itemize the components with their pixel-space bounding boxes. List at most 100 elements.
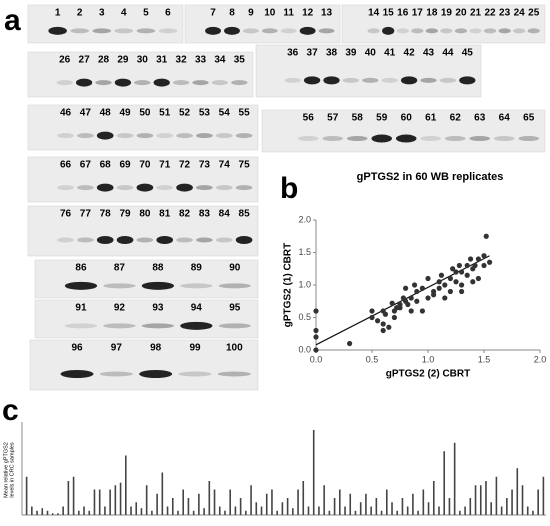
scatter-point (442, 282, 448, 288)
bar (328, 510, 331, 515)
scatter-point (456, 262, 462, 269)
blot-band (218, 323, 251, 329)
bar (83, 506, 85, 515)
blot-band (371, 134, 393, 143)
bar (104, 506, 106, 515)
scatter-point (459, 282, 465, 288)
lane-label: 66 (60, 160, 72, 171)
lane-label: 3 (99, 8, 105, 19)
bar (354, 510, 357, 515)
y-axis-label: levels in CRC samples (9, 442, 15, 498)
blot-band (323, 76, 340, 85)
lane-label: 6 (165, 8, 171, 19)
bar (485, 481, 487, 515)
bar (224, 510, 226, 515)
lane-label: 14 (368, 8, 380, 19)
bar (427, 502, 430, 515)
lane-label: 18 (426, 8, 438, 19)
blot-band (153, 78, 170, 87)
bar (78, 510, 80, 515)
blot-band (64, 281, 98, 290)
lane-label: 20 (455, 8, 467, 19)
lane-label: 72 (179, 160, 191, 171)
lane-label: 48 (100, 108, 112, 119)
bar (271, 489, 273, 515)
bar (72, 476, 75, 515)
lane-label: 21 (470, 8, 482, 19)
blot-band (180, 321, 213, 330)
bar (333, 498, 336, 515)
bar (213, 489, 216, 515)
blot-band (156, 236, 174, 244)
y-tick-label: 1.0 (298, 279, 311, 289)
panel-label: c (2, 394, 19, 427)
blot-strip (27, 4, 184, 44)
bar (93, 489, 96, 515)
bar (98, 489, 101, 515)
blot-band (77, 185, 94, 191)
scatter-point (414, 288, 420, 295)
scatter-point (405, 301, 411, 308)
blot-band (513, 28, 526, 34)
y-axis-label: gPTGS2 (1) CBRT (283, 243, 294, 327)
scatter-point (475, 256, 481, 262)
scatter-point (403, 285, 409, 291)
lane-label: 67 (80, 160, 92, 171)
bar (62, 506, 64, 515)
blot-band (96, 236, 114, 244)
blot-strip (27, 51, 254, 98)
x-tick-label: 0.0 (310, 354, 323, 364)
lane-label: 28 (98, 55, 110, 66)
lane-label: 83 (199, 209, 211, 220)
bar (323, 485, 325, 515)
bar (401, 498, 404, 515)
bar (349, 493, 352, 515)
blot-band (224, 26, 240, 35)
y-tick-label: 1.5 (298, 247, 311, 257)
panel-label: a (4, 4, 21, 37)
lane-label: 25 (528, 8, 540, 19)
lane-label: 73 (199, 160, 211, 171)
bar (359, 502, 362, 515)
lane-label: 41 (384, 48, 396, 59)
scatter-point (400, 295, 406, 301)
lane-label: 47 (80, 108, 92, 119)
scatter-point (419, 285, 425, 291)
lane-label: 51 (159, 108, 171, 119)
blot-band (139, 370, 173, 378)
blot-strip (34, 299, 259, 339)
lane-label: 11 (283, 8, 294, 19)
bar (31, 506, 33, 515)
scatter-point (475, 275, 481, 282)
bar (448, 498, 451, 515)
y-tick-label: 2.0 (298, 214, 311, 224)
blot-band (57, 237, 74, 243)
bar (166, 506, 169, 515)
blot-strip (27, 104, 259, 151)
lane-label: 36 (287, 48, 299, 59)
blot-band (297, 136, 319, 142)
bar (250, 485, 252, 515)
blot-band (342, 77, 360, 83)
scatter-point (386, 324, 392, 330)
panel-label: b (280, 172, 298, 205)
blot-band (211, 80, 229, 86)
lane-label: 98 (150, 343, 162, 354)
bar (385, 489, 388, 515)
blot-strip (341, 4, 546, 44)
scatter-point (436, 285, 442, 291)
y-tick-label: 0.0 (298, 344, 311, 354)
scatter-point (483, 233, 489, 239)
bar (130, 506, 132, 515)
scatter-point (467, 256, 474, 262)
scatter-point (425, 275, 431, 282)
blot-band (299, 26, 316, 35)
lane-label: 2 (77, 8, 83, 19)
bar (459, 510, 461, 515)
bar (479, 485, 482, 515)
blot-band (527, 28, 540, 34)
blot-band (141, 281, 175, 290)
blot-band (114, 78, 132, 87)
bar (88, 510, 91, 515)
